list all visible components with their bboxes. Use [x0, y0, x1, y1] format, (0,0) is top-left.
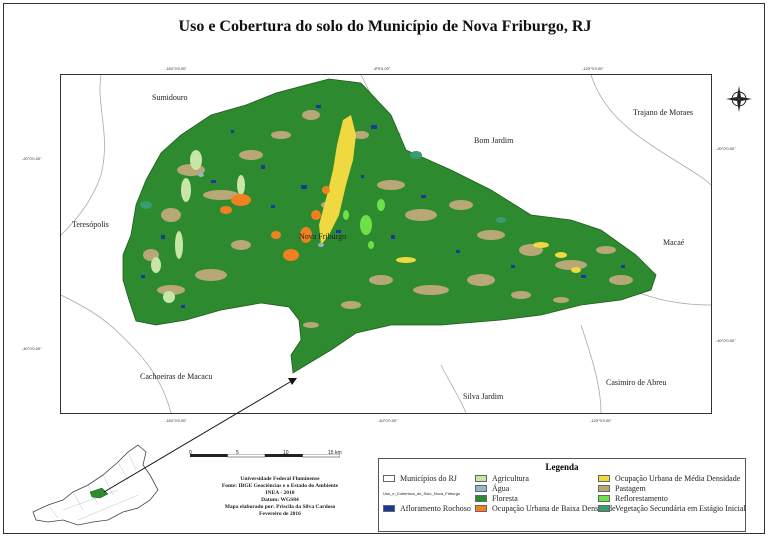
- scale-tick-10: 10: [283, 450, 289, 456]
- label-macae: Macaé: [663, 238, 685, 247]
- legend-label: Floresta: [492, 494, 518, 503]
- legend-swatch: [598, 495, 610, 502]
- label-teresopolis: Teresópolis: [72, 220, 109, 229]
- map-canvas: [61, 75, 711, 413]
- coord-right-2: -40°0'0.00": [716, 338, 736, 343]
- urbano-media-areas: [319, 115, 581, 273]
- legend-item-agua: Água: [475, 484, 509, 493]
- legend-label: Agricultura: [492, 474, 529, 483]
- scale-tick-5: 5: [236, 450, 239, 456]
- inset-map-rj: [32, 444, 159, 526]
- legend: Legenda Uso_e_Cobertura_do_Solo_Nova_Fri…: [378, 458, 746, 532]
- legend-label: Reflorestamento: [615, 494, 668, 503]
- label-sumidouro: Sumidouro: [152, 93, 188, 102]
- scale-bar: [190, 454, 340, 458]
- label-casimiro: Casimiro de Abreu: [606, 378, 667, 387]
- vegetacao-secundaria-areas: [140, 151, 506, 223]
- legend-item-municipios: Municípios do RJ: [383, 474, 457, 483]
- legend-swatch: [475, 485, 487, 492]
- coord-left-1: -20°0'0.00": [22, 156, 42, 161]
- map-frame: [3, 3, 765, 534]
- main-map[interactable]: [60, 74, 712, 414]
- coord-top-2: -4º0'0.00": [373, 66, 391, 71]
- legend-label: Afloramento Rochoso: [400, 504, 471, 513]
- afloramento-areas: [141, 105, 625, 308]
- municipality-nova-friburgo[interactable]: [122, 78, 657, 374]
- legend-title: Legenda: [545, 462, 579, 472]
- coord-top-3: -120°0'0.00": [582, 66, 604, 71]
- label-cachoeiras: Cachoeiras de Macacu: [140, 372, 213, 381]
- scale-tick-15: 15 km: [328, 450, 342, 456]
- legend-label: Vegetação Secundária em Estágio Inicial: [615, 504, 746, 513]
- label-bom-jardim: Bom Jardim: [474, 136, 514, 145]
- credit-line: Fonte: IBGE Geociências e o Estado do Am…: [221, 483, 339, 489]
- coord-left-2: -40°0'0.00": [22, 346, 42, 351]
- coord-bottom-2: -40°0'0.00": [378, 418, 398, 423]
- credit-line: Fevereiro de 2016: [259, 511, 301, 517]
- legend-item-floresta: Floresta: [475, 494, 518, 503]
- credit-line: Universidade Federal Fluminense: [240, 476, 320, 482]
- legend-swatch: [383, 505, 395, 512]
- reflorestamento-areas: [343, 199, 385, 249]
- legend-swatch: [598, 505, 610, 512]
- legend-swatch: [598, 485, 610, 492]
- inset-nova-friburgo: [89, 487, 109, 499]
- scale-tick-0: 0: [189, 450, 192, 456]
- coord-right-1: -20°0'0.00": [716, 146, 736, 151]
- legend-item-agricultura: Agricultura: [475, 474, 529, 483]
- legend-swatch: [475, 505, 487, 512]
- legend-item-urbano-media: Ocupação Urbana de Média Densidade: [598, 474, 740, 483]
- legend-layer-name: Uso_e_Cobertura_do_Solo_Nova_Friburgo: [383, 491, 461, 496]
- map-title: Uso e Cobertura do solo do Município de …: [178, 18, 592, 35]
- agricultura-areas: [151, 150, 245, 303]
- legend-swatch: [475, 475, 487, 482]
- coord-bottom-1: -160°0'0.00": [165, 418, 187, 423]
- legend-swatch: [383, 475, 395, 482]
- legend-label: Ocupação Urbana de Baixa Densidade: [492, 504, 616, 513]
- agua-areas: [198, 173, 324, 247]
- compass-icon: [726, 86, 752, 112]
- legend-item-afloramento: Afloramento Rochoso: [383, 504, 471, 513]
- label-nova-friburgo: Nova Friburgo: [299, 232, 347, 241]
- label-trajano: Trajano de Moraes: [633, 108, 694, 117]
- legend-label: Ocupação Urbana de Média Densidade: [615, 474, 741, 483]
- label-silva-jardim: Silva Jardim: [463, 392, 504, 401]
- legend-item-urbano-baixa: Ocupação Urbana de Baixa Densidade: [475, 504, 616, 513]
- legend-label: Pastagem: [615, 484, 646, 493]
- credit-line: INEA - 2010: [265, 490, 295, 496]
- coord-top-1: -160°0'0.00": [165, 66, 187, 71]
- map-credits: Universidade Federal Fluminense Fonte: I…: [190, 476, 370, 518]
- legend-label: Água: [492, 484, 510, 493]
- legend-item-pastagem: Pastagem: [598, 484, 646, 493]
- coord-bottom-3: -120°0'0.00": [590, 418, 612, 423]
- credit-line: Mapa elaborado por: Priscila da Silva Ca…: [224, 504, 336, 510]
- credit-line: Datum: WGS84: [261, 497, 299, 503]
- urbano-baixa-areas: [220, 186, 330, 261]
- legend-label: Municípios do RJ: [400, 474, 457, 483]
- legend-swatch: [598, 475, 610, 482]
- legend-item-reflorestamento: Reflorestamento: [598, 494, 668, 503]
- pastagem-areas: [143, 110, 633, 328]
- legend-swatch: [475, 495, 487, 502]
- legend-item-vegetacao-secundaria: Vegetação Secundária em Estágio Inicial: [598, 504, 746, 513]
